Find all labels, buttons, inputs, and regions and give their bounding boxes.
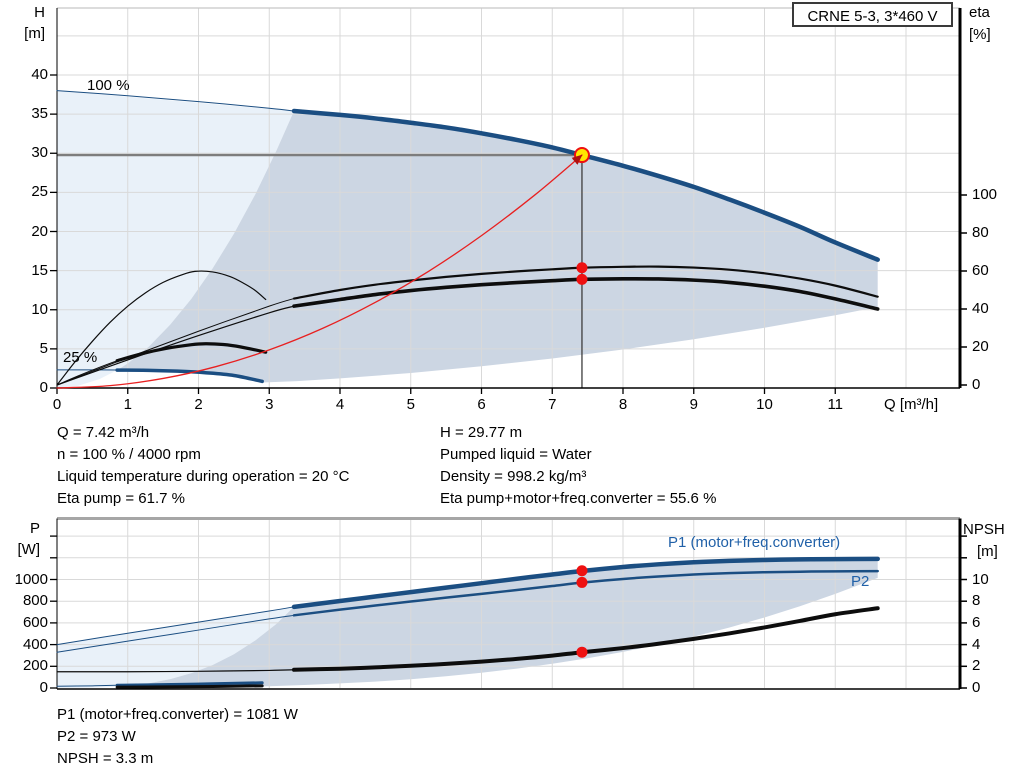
series-p1-ext [56,606,295,646]
operating-dot [576,646,588,658]
series-system-curve [56,154,583,389]
region-dark [117,111,878,383]
series-eta-total-25-ext [56,360,118,386]
series-eta-pump-ext [56,298,295,386]
operating-dot [576,273,588,285]
pump-model-title: CRNE 5-3, 3*460 V [792,2,953,27]
series-p-25-ext [56,684,118,687]
region-light [57,606,294,688]
series-npsh-25 [115,684,264,689]
series-qh-25 [115,368,264,384]
operating-dot [576,262,588,274]
region-light [57,90,294,388]
series-p2-ext [56,614,295,653]
operating-dot [576,576,588,588]
series-eta-total-ext [56,305,295,386]
operating-dot [576,565,588,577]
series-qh-100-ext [56,90,295,112]
series-npsh-ext [56,669,295,673]
series-eta-total-25 [115,342,268,363]
series-eta-pump-25 [56,270,267,386]
series-p-25 [115,681,264,687]
